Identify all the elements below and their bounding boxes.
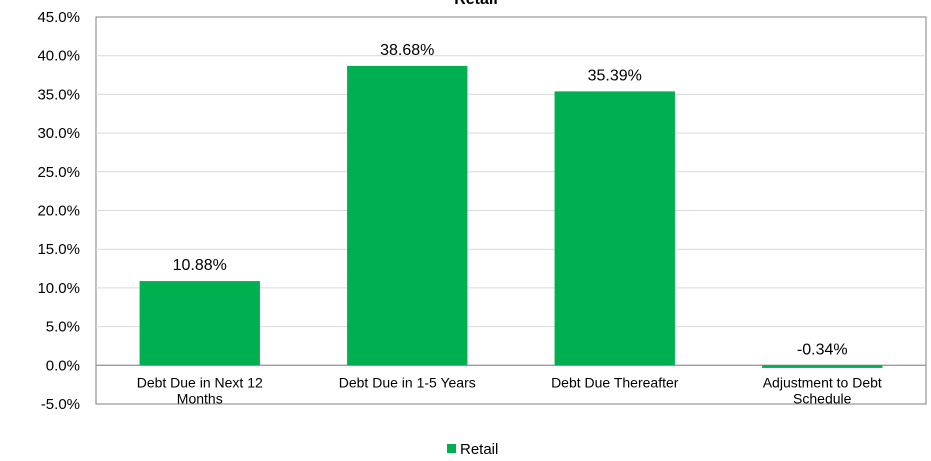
data-labels: 10.88% 38.68% 35.39% -0.34% [173, 42, 848, 358]
y-axis-ticks: 45.0% 40.0% 35.0% 30.0% 25.0% 20.0% 15.0% 10.0%… [37, 9, 80, 413]
y-tick-label: 10.0% [37, 280, 80, 297]
bar [762, 365, 883, 368]
y-tick-label: -5.0% [41, 396, 80, 413]
y-tick-label: 45.0% [37, 9, 80, 26]
y-tick-label: 15.0% [37, 241, 80, 258]
bar [554, 91, 675, 366]
data-label: 10.88% [173, 257, 227, 274]
bar [347, 65, 468, 366]
y-tick-label: 0.0% [46, 357, 80, 374]
x-axis-categories: Debt Due in Next 12 Months Debt Due in 1-5… [137, 374, 882, 406]
x-category-label: Adjustment to Debt Schedule [763, 374, 882, 406]
legend-swatch [447, 444, 456, 453]
bar [139, 281, 260, 366]
chart-title: Retail [454, 0, 498, 8]
y-tick-label: 20.0% [37, 203, 80, 220]
x-category-label: Debt Due Thereafter [551, 374, 679, 390]
y-tick-label: 5.0% [46, 319, 80, 336]
y-tick-label: 25.0% [37, 164, 80, 181]
legend-label: Retail [460, 441, 498, 458]
y-tick-label: 35.0% [37, 86, 80, 103]
x-category-label: Debt Due in Next 12 Months [137, 374, 263, 406]
data-label: 35.39% [588, 67, 642, 84]
y-tick-label: 40.0% [37, 48, 80, 65]
bars [139, 65, 883, 368]
x-category-label: Debt Due in 1-5 Years [339, 374, 476, 390]
y-tick-label: 30.0% [37, 125, 80, 142]
data-label: 38.68% [380, 42, 434, 59]
legend: Retail [447, 441, 498, 458]
data-label: -0.34% [797, 341, 848, 358]
